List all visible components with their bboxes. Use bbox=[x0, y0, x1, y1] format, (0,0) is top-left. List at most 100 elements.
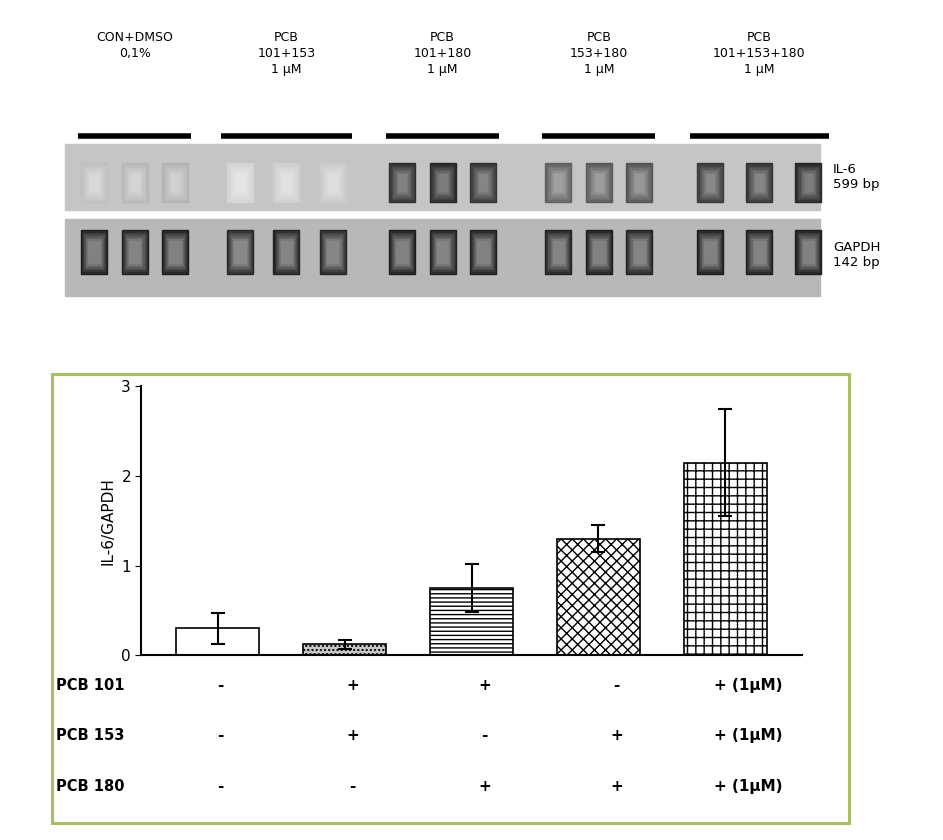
Bar bbox=[163, 165, 187, 201]
Bar bbox=[546, 231, 571, 272]
Bar bbox=[797, 165, 820, 201]
Text: -: - bbox=[218, 678, 223, 693]
Bar bbox=[279, 238, 294, 266]
Bar bbox=[799, 234, 819, 270]
Bar bbox=[592, 171, 605, 194]
Text: -: - bbox=[614, 678, 620, 693]
Bar bbox=[802, 241, 814, 263]
Bar bbox=[327, 241, 339, 263]
Bar bbox=[167, 238, 183, 266]
Bar bbox=[392, 234, 412, 270]
Bar bbox=[395, 239, 409, 265]
Bar bbox=[545, 164, 571, 202]
Bar bbox=[170, 241, 181, 263]
Bar bbox=[552, 239, 565, 265]
Bar bbox=[321, 231, 345, 272]
Bar bbox=[394, 170, 410, 196]
Bar bbox=[803, 173, 814, 193]
Bar bbox=[124, 166, 145, 199]
Bar bbox=[630, 168, 649, 197]
Bar bbox=[436, 239, 450, 265]
Bar bbox=[227, 230, 254, 274]
Bar bbox=[230, 234, 250, 270]
Bar bbox=[276, 166, 297, 199]
Text: PCB 153: PCB 153 bbox=[56, 728, 124, 743]
Bar bbox=[166, 168, 184, 197]
Bar bbox=[549, 168, 568, 197]
Bar bbox=[472, 166, 493, 199]
Bar bbox=[65, 218, 820, 297]
Bar bbox=[753, 239, 766, 265]
Bar bbox=[800, 236, 818, 268]
Bar bbox=[595, 175, 603, 192]
Bar bbox=[391, 166, 413, 199]
Bar bbox=[166, 236, 184, 268]
Bar bbox=[81, 164, 108, 202]
Bar bbox=[478, 173, 488, 193]
Bar bbox=[235, 173, 245, 193]
Text: +: + bbox=[610, 779, 623, 794]
Bar bbox=[750, 234, 769, 270]
Bar bbox=[633, 239, 646, 265]
Bar bbox=[237, 175, 244, 192]
Bar bbox=[752, 170, 767, 196]
Bar bbox=[122, 230, 148, 274]
Bar bbox=[704, 241, 716, 263]
Bar bbox=[798, 233, 819, 271]
Bar bbox=[129, 173, 140, 193]
Bar bbox=[703, 238, 718, 266]
Bar bbox=[274, 165, 298, 201]
Bar bbox=[471, 230, 496, 274]
Bar bbox=[390, 165, 414, 201]
Bar bbox=[273, 164, 300, 202]
Bar bbox=[796, 164, 821, 202]
Bar bbox=[274, 231, 298, 272]
Text: IL-6
599 bp: IL-6 599 bp bbox=[833, 163, 880, 192]
Bar bbox=[438, 175, 447, 192]
Text: + (1μM): + (1μM) bbox=[715, 678, 783, 693]
Bar bbox=[89, 241, 100, 263]
Bar bbox=[82, 231, 107, 272]
Bar bbox=[634, 173, 644, 193]
Bar bbox=[593, 241, 604, 263]
Bar bbox=[329, 175, 337, 192]
Bar bbox=[322, 233, 343, 271]
Bar bbox=[234, 239, 247, 265]
Bar bbox=[131, 175, 139, 192]
Text: +: + bbox=[478, 678, 491, 693]
Bar bbox=[84, 234, 104, 270]
Bar bbox=[549, 234, 569, 270]
Bar bbox=[703, 171, 717, 194]
Bar bbox=[164, 233, 186, 271]
Text: PCB
101+153
1 μM: PCB 101+153 1 μM bbox=[257, 31, 316, 76]
Bar bbox=[228, 165, 252, 201]
Bar bbox=[85, 236, 103, 268]
Text: +: + bbox=[346, 678, 359, 693]
Bar bbox=[547, 233, 570, 271]
Text: PCB
101+180
1 μM: PCB 101+180 1 μM bbox=[414, 31, 472, 76]
Bar bbox=[751, 236, 769, 268]
Bar bbox=[547, 165, 570, 201]
Text: -: - bbox=[218, 728, 223, 743]
Bar bbox=[431, 165, 455, 201]
Bar bbox=[128, 171, 141, 194]
Bar bbox=[232, 170, 248, 196]
Bar bbox=[545, 230, 571, 274]
Text: -: - bbox=[218, 779, 223, 794]
Bar bbox=[430, 164, 455, 202]
Bar bbox=[435, 170, 451, 196]
Bar bbox=[325, 238, 340, 266]
Bar bbox=[634, 241, 645, 263]
Bar bbox=[551, 170, 566, 196]
Bar bbox=[479, 175, 487, 192]
Bar bbox=[82, 165, 106, 201]
Bar bbox=[627, 231, 652, 272]
Bar bbox=[796, 230, 821, 274]
Bar bbox=[169, 171, 182, 194]
Text: CON+DMSO
0,1%: CON+DMSO 0,1% bbox=[96, 31, 174, 60]
Bar bbox=[229, 233, 251, 271]
Bar bbox=[701, 234, 720, 270]
Bar bbox=[751, 168, 769, 197]
Bar bbox=[703, 239, 717, 265]
Bar bbox=[477, 241, 488, 263]
